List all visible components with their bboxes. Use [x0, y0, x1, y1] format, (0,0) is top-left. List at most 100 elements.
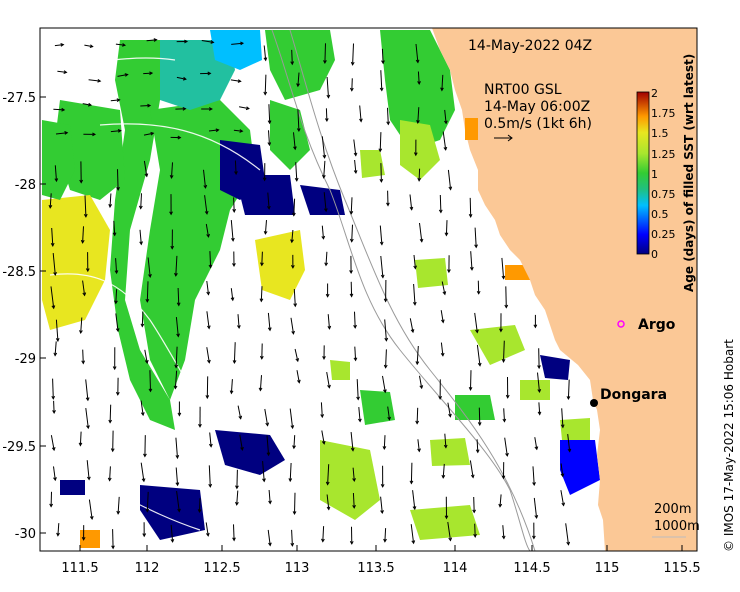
- current-vector-head: [182, 106, 187, 111]
- current-vector-head: [327, 384, 331, 389]
- current-vector-head: [288, 478, 293, 483]
- current-vector: [233, 342, 236, 364]
- current-vector-head: [504, 304, 509, 309]
- current-vector-head: [537, 389, 542, 394]
- depth-200m-label: 200m: [654, 502, 691, 517]
- current-vector-head: [353, 357, 358, 362]
- current-vector: [532, 466, 535, 486]
- current-vector-head: [262, 177, 267, 182]
- current-vector: [88, 79, 101, 82]
- current-vector-head: [325, 293, 330, 298]
- current-vector: [505, 286, 507, 308]
- current-vector-head: [232, 537, 236, 542]
- current-vector-head: [477, 422, 482, 427]
- current-vector: [203, 169, 206, 188]
- current-vector-head: [203, 184, 208, 189]
- lat-tick-label: -29: [15, 352, 36, 367]
- current-vector: [55, 132, 68, 135]
- current-vector-head: [297, 379, 301, 384]
- current-vector: [233, 129, 243, 132]
- current-vector-head: [566, 541, 571, 546]
- current-vector: [239, 106, 249, 110]
- current-vector: [325, 251, 328, 266]
- current-vector: [417, 107, 420, 123]
- current-vector-head: [145, 298, 150, 303]
- current-vector-head: [240, 446, 244, 452]
- current-vector: [50, 435, 55, 451]
- current-vector-head: [53, 352, 58, 357]
- current-vector: [327, 314, 330, 329]
- current-vector: [415, 43, 419, 63]
- current-vector-head: [197, 509, 202, 514]
- current-vector-head: [87, 102, 93, 107]
- current-vector-head: [79, 179, 84, 184]
- current-vector-head: [409, 480, 414, 485]
- current-vector-head: [417, 81, 421, 86]
- current-vector-head: [81, 360, 86, 365]
- current-vector: [230, 288, 234, 301]
- current-vector-head: [349, 541, 354, 545]
- current-vector: [143, 72, 153, 75]
- current-vector: [445, 220, 448, 236]
- current-vector-head: [290, 542, 295, 547]
- current-vector: [208, 129, 219, 132]
- current-vector: [237, 314, 240, 329]
- current-vector-head: [153, 38, 158, 42]
- lon-tick-label: 112.5: [203, 561, 240, 576]
- current-vector-head: [567, 448, 572, 453]
- current-vector: [444, 433, 447, 448]
- current-vector: [410, 462, 413, 484]
- current-vector: [358, 407, 361, 422]
- current-vector-head: [204, 210, 209, 215]
- current-vector: [295, 162, 298, 181]
- colorbar-tick: 0.5: [651, 208, 669, 221]
- current-vector-head: [322, 174, 326, 179]
- current-vector: [351, 224, 353, 242]
- current-vector: [147, 257, 151, 278]
- current-vector-head: [356, 396, 360, 401]
- current-vector-head: [234, 171, 238, 176]
- current-vector-head: [169, 174, 174, 180]
- lon-tick-label: 115.5: [663, 561, 700, 576]
- current-vector-head: [326, 506, 331, 511]
- current-vector-head: [111, 545, 115, 550]
- current-vector-head: [412, 301, 417, 306]
- current-vector-head: [230, 297, 235, 302]
- current-vector: [291, 49, 293, 65]
- current-vector-head: [210, 40, 215, 44]
- current-vector-head: [50, 242, 55, 247]
- current-vector: [321, 430, 325, 444]
- current-vector: [264, 408, 269, 426]
- current-vector: [474, 227, 477, 248]
- colorbar-tick: 0.75: [651, 188, 676, 201]
- current-vector-head: [232, 208, 237, 213]
- current-vector: [324, 43, 326, 64]
- current-vector: [175, 317, 179, 337]
- current-vector: [55, 319, 59, 342]
- current-vector-head: [324, 262, 329, 267]
- current-vector-head: [470, 474, 475, 479]
- current-vector: [85, 408, 89, 429]
- current-vector-head: [206, 291, 211, 296]
- current-vector-head: [115, 328, 120, 333]
- current-vector: [267, 529, 271, 546]
- current-vector-head: [290, 61, 295, 66]
- current-vector-head: [505, 452, 509, 457]
- current-vector-head: [321, 440, 326, 445]
- current-vector: [206, 347, 210, 363]
- current-vector-head: [55, 338, 60, 343]
- current-vector-head: [149, 71, 154, 76]
- current-vector: [84, 195, 87, 217]
- current-vector-head: [184, 39, 189, 44]
- current-vector: [353, 139, 357, 156]
- current-vector: [293, 132, 296, 150]
- current-vector: [170, 524, 174, 542]
- current-vector: [204, 195, 208, 214]
- current-vector: [354, 159, 357, 174]
- lon-tick-label: 114: [443, 561, 468, 576]
- lon-tick-label: 115: [595, 561, 620, 576]
- current-vector-head: [505, 394, 510, 399]
- current-vector: [171, 162, 173, 179]
- current-vector-head: [352, 478, 356, 483]
- current-vector: [409, 318, 414, 333]
